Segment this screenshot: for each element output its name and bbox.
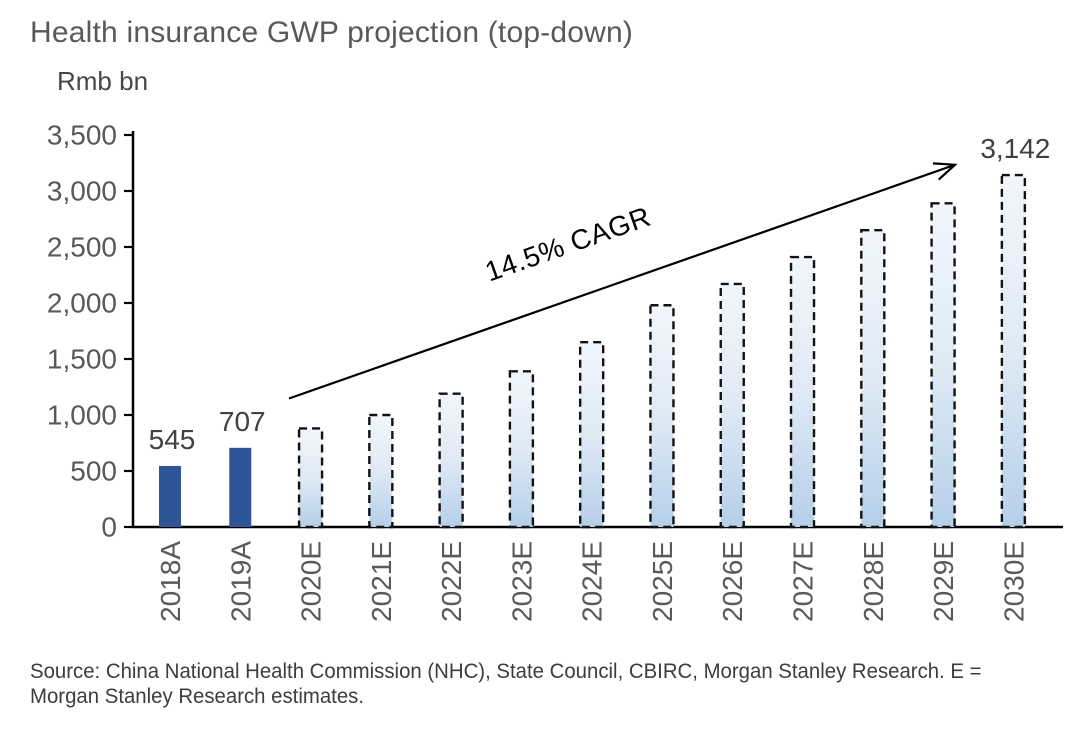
bar-estimate bbox=[578, 341, 605, 529]
bar-estimate bbox=[930, 202, 956, 529]
source-line-2: Morgan Stanley Research estimates. bbox=[30, 685, 364, 708]
bar-estimate bbox=[860, 228, 886, 529]
bar-value-label: 545 bbox=[149, 424, 196, 455]
y-tick-label: 1,500 bbox=[47, 344, 117, 375]
x-tick-label: 2024E bbox=[577, 541, 608, 622]
bar-estimate bbox=[297, 427, 324, 529]
bar-estimate bbox=[508, 370, 535, 529]
bar-value-label: 707 bbox=[219, 406, 266, 437]
x-tick-label: 2028E bbox=[858, 541, 889, 622]
x-tick-label: 2027E bbox=[788, 541, 819, 622]
x-tick-label: 2026E bbox=[717, 541, 748, 622]
cagr-arrow-head bbox=[932, 162, 958, 181]
y-tick-label: 2,500 bbox=[47, 232, 117, 263]
x-tick-label: 2022E bbox=[436, 541, 467, 622]
bar-estimate bbox=[438, 392, 464, 529]
y-tick-label: 1,000 bbox=[47, 400, 117, 431]
cagr-annotation-label: 14.5% CAGR bbox=[481, 201, 655, 288]
source-note: Source: China National Health Commission… bbox=[30, 659, 1039, 709]
y-tick-label: 3,500 bbox=[47, 120, 117, 151]
y-tick-label: 3,000 bbox=[47, 176, 117, 207]
y-axis-unit-label: Rmb bn bbox=[57, 66, 149, 96]
bar-estimate bbox=[1000, 173, 1027, 529]
x-tick-label: 2029E bbox=[928, 541, 959, 622]
x-tick-label: 2019A bbox=[225, 541, 256, 622]
bar-estimate bbox=[789, 255, 816, 529]
chart-title: Health insurance GWP projection (top-dow… bbox=[30, 16, 634, 49]
bar-estimate bbox=[368, 413, 394, 529]
bar-estimate bbox=[719, 282, 745, 529]
bar-actual bbox=[159, 465, 181, 527]
bar-value-label: 3,142 bbox=[980, 133, 1050, 164]
x-tick-label: 2020E bbox=[296, 541, 327, 622]
x-tick-label: 2018A bbox=[155, 541, 186, 622]
bar-actual bbox=[229, 447, 252, 527]
y-tick-label: 0 bbox=[101, 512, 117, 543]
cagr-arrow-line bbox=[288, 164, 954, 400]
x-tick-label: 2025E bbox=[647, 541, 678, 622]
y-tick-label: 2,000 bbox=[47, 288, 117, 319]
y-tick-label: 500 bbox=[70, 456, 117, 487]
x-tick-label: 2030E bbox=[998, 541, 1029, 622]
x-tick-label: 2023E bbox=[506, 541, 537, 622]
source-line-1: Source: China National Health Commission… bbox=[30, 660, 982, 683]
x-tick-label: 2021E bbox=[366, 541, 397, 622]
bar-estimate bbox=[649, 304, 675, 529]
